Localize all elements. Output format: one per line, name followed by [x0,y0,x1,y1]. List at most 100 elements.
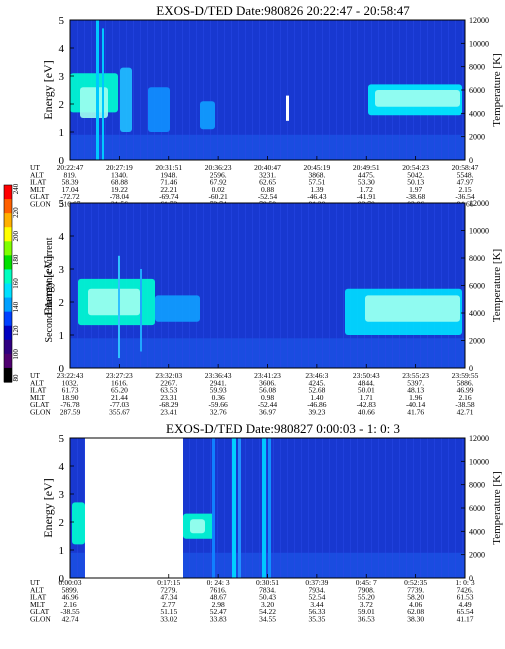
orbit-table-cell: 21.44 [111,393,128,402]
orbit-table-cell: 0.98 [261,393,274,402]
y-tick-label: 2 [59,297,65,309]
orbit-table-cell: 19.22 [111,185,128,194]
orbit-table-cell: 17.04 [62,185,79,194]
spectrogram-stripe [343,438,344,578]
orbit-table-cell: 7934. [308,585,325,594]
spectrogram-stripe [322,20,323,160]
spectrogram-stripe [434,203,435,368]
spectrogram-stripe [210,438,211,578]
spectrogram-stripe [231,203,232,368]
spectrogram-stripe [371,438,372,578]
orbit-table-cell: 55.20 [358,593,375,602]
orbit-table-cell: 2.77 [162,600,175,609]
colorbar-tick-label: 140 [12,301,20,312]
y2-axis-label: Temperature [K] [491,471,503,544]
orbit-table-cell: 0.88 [261,185,274,194]
spectrogram-stripe [448,438,449,578]
spectrogram-stripe [273,20,274,160]
orbit-table-cell: -36.54 [455,192,475,201]
spectrogram-stripe [175,20,176,160]
y2-tick-label: 8000 [469,481,485,490]
orbit-row-label: ALT [30,585,44,594]
orbit-table-cell: 62.08 [407,607,424,616]
orbit-table-cell: 4.06 [409,600,422,609]
orbit-table-cell: 71.46 [160,178,177,187]
orbit-table-cell: 2267. [160,378,177,387]
spectrogram-stripe [252,20,253,160]
orbit-table-cell: 33.02 [160,615,177,624]
y2-tick-label: 12000 [469,16,489,25]
flux-region [365,295,460,322]
spectrogram-stripe [406,438,407,578]
flux-region [155,295,200,322]
orbit-table-cell: 46.96 [62,593,79,602]
orbit-table-cell: 0.36 [212,393,225,402]
orbit-row-label: GLON [30,615,51,624]
spectrogram-stripe [245,20,246,160]
orbit-row-label: UT [30,578,40,587]
spectrogram-stripe [455,203,456,368]
orbit-row-label: GLAT [30,400,50,409]
spectrogram-stripe [217,20,218,160]
spectrogram-stripe [364,438,365,578]
y2-tick-label: 2000 [469,133,485,142]
orbit-table-cell: 3231. [259,170,276,179]
orbit-table-cell: 3.20 [261,600,274,609]
orbit-table-cell: 1.97 [409,185,422,194]
spectrogram-stripe [294,203,295,368]
orbit-table-cell: 20:54:23 [402,163,429,172]
spectrogram-stripe [294,438,295,578]
orbit-table-cell: 51.15 [160,607,177,616]
orbit-row-label: MLT [30,393,46,402]
spectrogram-stripe [308,20,309,160]
colorbar-swatch [4,283,12,299]
orbit-table-cell: -59.66 [208,400,228,409]
flux-streak [268,438,271,578]
spectrogram-band [70,338,465,368]
orbit-row-label: ILAT [30,386,47,395]
spectrogram-stripe [392,438,393,578]
orbit-table-cell: 3.44 [310,600,323,609]
orbit-table-cell: 7279. [160,585,177,594]
orbit-table-cell: 20:27:19 [106,163,133,172]
orbit-table-cell: 20:49:51 [353,163,380,172]
orbit-table-cell: 38.30 [407,615,424,624]
orbit-table-cell: 20:31:51 [155,163,182,172]
spectrogram-stripe [301,20,302,160]
spectrogram-stripe [273,203,274,368]
spectrogram-stripe [238,203,239,368]
orbit-table-cell: 41.76 [407,408,424,417]
flux-region [190,519,205,534]
colorbar-tick-label: 160 [12,278,20,289]
y2-tick-label: 6000 [469,282,485,291]
y-tick-label: 3 [59,71,65,83]
orbit-table-cell: 36.53 [358,615,375,624]
y-tick-label: 0 [59,155,65,167]
spectrogram-stripe [189,203,190,368]
orbit-table-cell: 23:27:23 [106,371,133,380]
orbit-row-label: GLAT [30,192,50,201]
colorbar-swatch [4,367,12,383]
spectrogram-stripe [385,438,386,578]
orbit-table-cell: 7616. [210,585,227,594]
orbit-table-cell: 18.90 [62,393,79,402]
spectrogram-stripe [245,438,246,578]
orbit-table-cell: 58.39 [62,178,79,187]
spectrogram-stripe [427,203,428,368]
orbit-table-cell: 42.71 [457,408,474,417]
spectrogram-stripe [336,203,337,368]
orbit-table-cell: 23:55:23 [402,371,429,380]
spectrogram-stripe [434,438,435,578]
orbit-row-label: ILAT [30,178,47,187]
spectrogram-stripe [343,20,344,160]
spectrogram-stripe [441,438,442,578]
orbit-table-cell: 62.65 [259,178,276,187]
orbit-table-cell: 0:30:51 [256,578,279,587]
y-tick-label: 4 [59,231,65,243]
y-axis-label: Energy [eV] [41,60,55,119]
spectrogram-stripe [322,203,323,368]
y2-tick-label: 0 [469,574,473,583]
spectrogram-stripe [427,438,428,578]
colorbar-tick-label: 120 [12,325,20,336]
spectrogram-stripe [203,203,204,368]
